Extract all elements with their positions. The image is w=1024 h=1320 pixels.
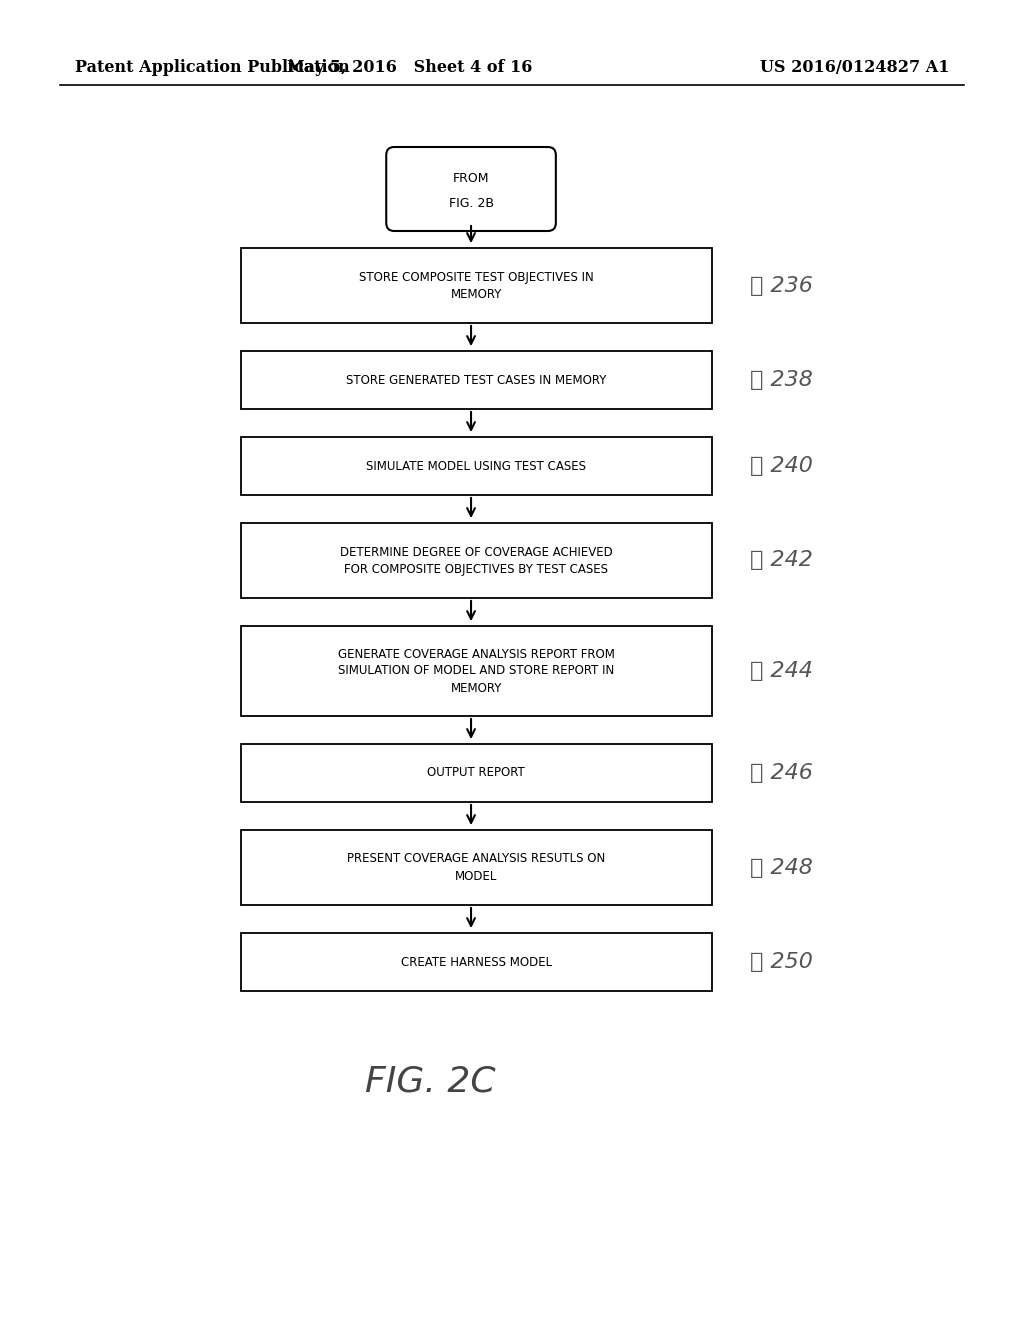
Text: GENERATE COVERAGE ANALYSIS REPORT FROM
SIMULATION OF MODEL AND STORE REPORT IN
M: GENERATE COVERAGE ANALYSIS REPORT FROM S…	[338, 648, 614, 694]
Text: ⸻ 246: ⸻ 246	[751, 763, 813, 783]
Text: ⸻ 248: ⸻ 248	[751, 858, 813, 878]
Text: ⸻ 242: ⸻ 242	[751, 550, 813, 570]
FancyBboxPatch shape	[241, 437, 712, 495]
Text: ⸻ 240: ⸻ 240	[751, 455, 813, 477]
FancyBboxPatch shape	[241, 248, 712, 323]
Text: PRESENT COVERAGE ANALYSIS RESUTLS ON
MODEL: PRESENT COVERAGE ANALYSIS RESUTLS ON MOD…	[347, 853, 605, 883]
FancyBboxPatch shape	[241, 830, 712, 906]
Text: SIMULATE MODEL USING TEST CASES: SIMULATE MODEL USING TEST CASES	[367, 459, 586, 473]
FancyBboxPatch shape	[241, 933, 712, 991]
FancyBboxPatch shape	[241, 626, 712, 715]
Text: May 5, 2016   Sheet 4 of 16: May 5, 2016 Sheet 4 of 16	[288, 59, 532, 77]
Text: US 2016/0124827 A1: US 2016/0124827 A1	[760, 59, 949, 77]
Text: DETERMINE DEGREE OF COVERAGE ACHIEVED
FOR COMPOSITE OBJECTIVES BY TEST CASES: DETERMINE DEGREE OF COVERAGE ACHIEVED FO…	[340, 545, 612, 576]
Text: FROM: FROM	[453, 173, 489, 185]
FancyBboxPatch shape	[241, 351, 712, 409]
Text: FIG. 2C: FIG. 2C	[365, 1064, 496, 1098]
Text: STORE GENERATED TEST CASES IN MEMORY: STORE GENERATED TEST CASES IN MEMORY	[346, 374, 606, 387]
FancyBboxPatch shape	[241, 523, 712, 598]
Text: Patent Application Publication: Patent Application Publication	[75, 59, 350, 77]
Text: FIG. 2B: FIG. 2B	[449, 198, 494, 210]
Text: ⸻ 244: ⸻ 244	[751, 661, 813, 681]
Text: CREATE HARNESS MODEL: CREATE HARNESS MODEL	[400, 956, 552, 969]
FancyBboxPatch shape	[386, 147, 556, 231]
Text: ⸻ 250: ⸻ 250	[751, 952, 813, 972]
FancyBboxPatch shape	[241, 744, 712, 803]
Text: ⸻ 238: ⸻ 238	[751, 370, 813, 389]
Text: OUTPUT REPORT: OUTPUT REPORT	[427, 767, 525, 780]
Text: STORE COMPOSITE TEST OBJECTIVES IN
MEMORY: STORE COMPOSITE TEST OBJECTIVES IN MEMOR…	[358, 271, 594, 301]
Text: ⸻ 236: ⸻ 236	[751, 276, 813, 296]
